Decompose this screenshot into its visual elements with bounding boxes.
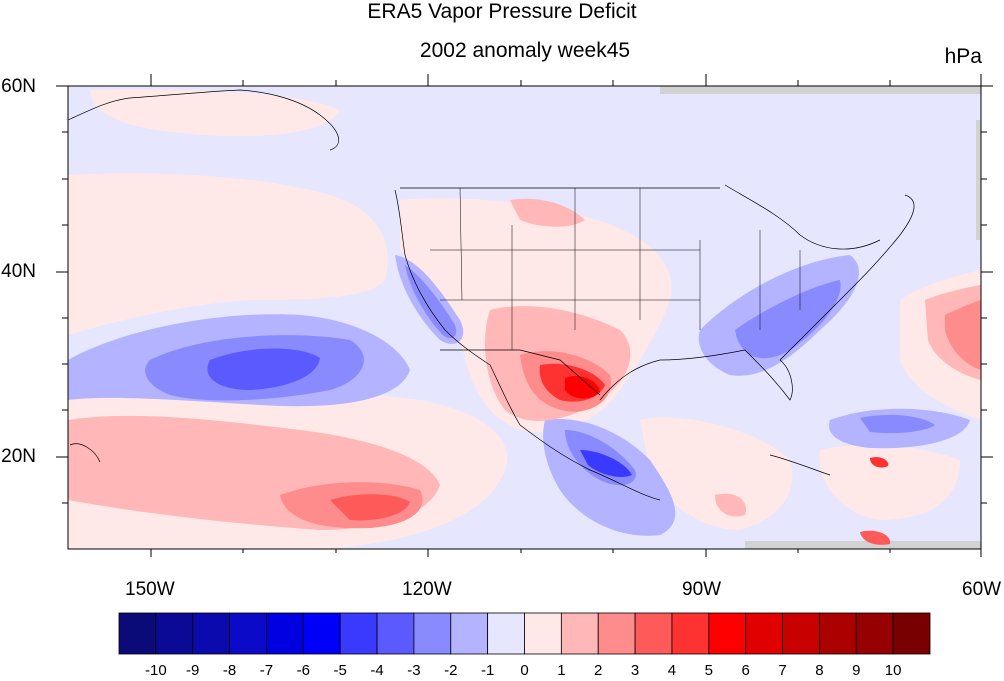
colorbar-tick-label: -9 xyxy=(186,662,200,679)
colorbar-box xyxy=(597,612,636,655)
lat-label-20n: 20N xyxy=(1,446,36,467)
great-lakes-border xyxy=(724,184,881,250)
colorbar-box xyxy=(155,612,194,655)
anomaly-region xyxy=(90,89,340,137)
missing-data-strip xyxy=(976,120,981,240)
anomaly-region xyxy=(945,300,981,370)
colorbar-box xyxy=(450,612,489,655)
anomaly-region xyxy=(565,375,600,399)
colorbar-box xyxy=(855,612,894,655)
colorbar-box xyxy=(487,612,525,655)
anomaly-region xyxy=(640,417,793,530)
missing-data-strip xyxy=(660,86,981,94)
colorbar-box xyxy=(192,612,230,655)
colorbar-box xyxy=(339,612,378,655)
lon-label-150w: 150W xyxy=(125,579,175,600)
colorbar-tick-label: -1 xyxy=(480,662,495,679)
colorbar-tick-label: -10 xyxy=(145,662,167,679)
lon-label-120w: 120W xyxy=(402,579,452,600)
colorbar-tick-label: -2 xyxy=(444,662,458,679)
colorbar-tick-label: 1 xyxy=(557,662,566,679)
coastlines xyxy=(68,89,915,501)
colorbar-tick-label: -3 xyxy=(407,662,421,679)
colorbar-tick-label: 9 xyxy=(852,662,861,679)
colorbar-tick-label: 7 xyxy=(778,662,787,679)
colorbar-box xyxy=(819,612,857,655)
anomaly-region xyxy=(68,173,388,335)
alaska-coastline xyxy=(68,89,340,151)
colorbar-box xyxy=(708,612,747,655)
anomaly-region xyxy=(735,280,841,359)
anomaly-region xyxy=(207,348,320,390)
colorbar-tick-label: 6 xyxy=(741,662,750,679)
anomaly-field xyxy=(68,86,981,549)
colorbar-box xyxy=(302,612,341,655)
state-boundaries xyxy=(430,187,801,350)
colorbar-tick-label: 5 xyxy=(704,662,713,679)
colorbar-box xyxy=(229,612,267,655)
missing-data-strip xyxy=(745,541,981,549)
colorbar-box xyxy=(671,612,710,655)
anomaly-region xyxy=(510,198,585,227)
colorbar-tick-label: 3 xyxy=(630,662,640,679)
colorbar-box xyxy=(745,612,783,655)
colorbar-tick-label: -8 xyxy=(222,662,237,679)
colorbar-box xyxy=(524,612,562,655)
chart-title: ERA5 Vapor Pressure Deficit xyxy=(367,0,637,23)
anomaly-region xyxy=(819,444,960,520)
anomaly-region xyxy=(860,414,935,434)
chart-subtitle: 2002 anomaly week45 xyxy=(419,39,631,62)
west-coastline xyxy=(394,189,521,426)
colorbar-box xyxy=(376,612,415,655)
colorbar-tick-label: 4 xyxy=(667,662,677,679)
colorbar-box xyxy=(634,612,673,655)
mexico-coastline xyxy=(519,424,661,501)
caribbean-coastline xyxy=(769,454,831,476)
colorbar-tick-label: 0 xyxy=(520,662,529,679)
lat-label-40n: 40N xyxy=(1,261,36,282)
colorbar-tick-label: 8 xyxy=(815,662,824,679)
colorbar xyxy=(118,612,931,655)
us-mexico-border xyxy=(440,349,601,396)
colorbar-box xyxy=(118,612,157,655)
units-label: hPa xyxy=(944,45,982,68)
colorbar-tick-label: 10 xyxy=(884,662,902,679)
lon-label-60w: 60W xyxy=(962,579,1002,600)
colorbar-tick-label: -5 xyxy=(333,662,347,679)
anomaly-region xyxy=(715,493,746,517)
colorbar-tick-label: -7 xyxy=(259,662,274,679)
anomaly-region xyxy=(330,494,410,521)
axis-ticks xyxy=(56,74,993,557)
gulf-east-coastline xyxy=(599,194,915,401)
colorbar-box xyxy=(560,612,599,655)
hawaii-coastline xyxy=(69,443,101,463)
lon-label-90w: 90W xyxy=(682,579,722,600)
anomaly-region xyxy=(860,530,891,545)
anomaly-region xyxy=(405,265,457,339)
colorbar-box xyxy=(782,612,820,655)
anomaly-region xyxy=(580,450,632,477)
lat-label-60n: 60N xyxy=(1,76,36,97)
colorbar-tick-label: -4 xyxy=(370,662,384,679)
anomaly-region xyxy=(870,457,889,468)
colorbar-box xyxy=(266,612,304,655)
colorbar-box xyxy=(413,612,452,655)
colorbar-box xyxy=(892,612,931,655)
colorbar-tick-label: 2 xyxy=(594,662,603,679)
colorbar-tick-label: -6 xyxy=(296,662,310,679)
